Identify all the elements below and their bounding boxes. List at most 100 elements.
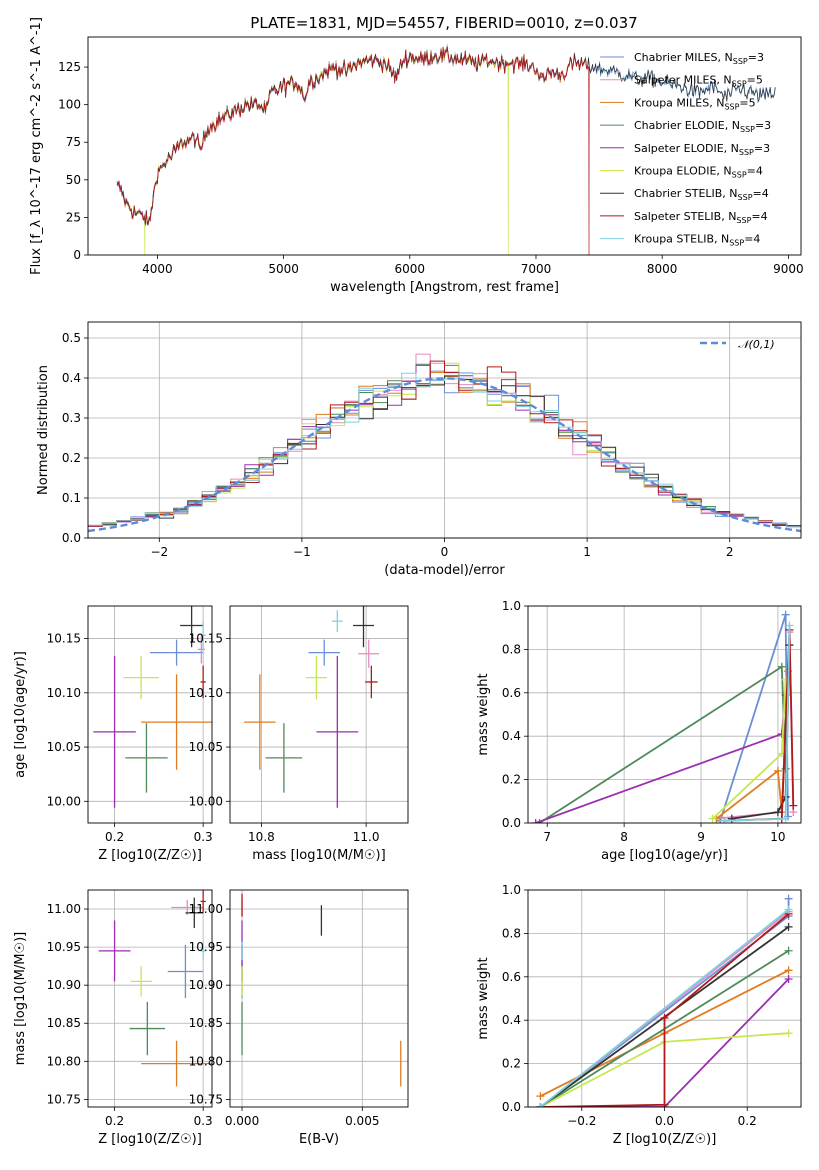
error-bar-point <box>316 655 359 808</box>
axes-frame: 0.000 0.005 10.75 10.80 10.85 10.90 10.95 11.00… <box>189 889 409 1147</box>
y-tick-label: 10.80 <box>189 1054 223 1068</box>
spectrum-line <box>116 46 587 225</box>
x-axis-label: Z [log10(Z/Z☉)] <box>98 848 202 863</box>
axes-frame: 7 8 9 10 0.0 0.2 0.4 0.6 0.8 1.0 age [log10(age/yr… <box>476 599 802 863</box>
y-tick-label: 75 <box>66 135 81 149</box>
plot-area <box>88 353 801 533</box>
error-bar-point <box>308 639 340 666</box>
y-tick-label: 10.80 <box>47 1054 81 1068</box>
y-tick-label: 10.05 <box>189 740 223 754</box>
x-axis-label: mass [log10(M/M☉)] <box>252 848 385 863</box>
x-tick-label: 9000 <box>773 262 804 276</box>
y-tick-label: 10.90 <box>189 978 223 992</box>
y-tick-label: 0.8 <box>502 642 521 656</box>
spectrum-axes: 4000 5000 6000 7000 8000 9000 0 25 50 75 100 125 wav… <box>29 17 804 295</box>
mass-weight-marker <box>720 816 729 823</box>
y-tick-label: 0.0 <box>502 1100 521 1114</box>
x-tick-label: 5000 <box>268 262 299 276</box>
x-axis-label: Z [log10(Z/Z☉)] <box>98 1132 202 1147</box>
x-tick-label: 0.005 <box>345 1114 379 1128</box>
legend-subscript: SSP <box>729 239 744 248</box>
y-tick-label: 0.0 <box>502 816 521 830</box>
x-axis-label: age [log10(age/yr)] <box>601 848 728 863</box>
x-tick-label: 7000 <box>521 262 552 276</box>
legend-name: Salpeter STELIB, N <box>634 210 736 223</box>
mass-weight-marker <box>784 966 793 975</box>
mass-weight-marker <box>536 1103 545 1107</box>
legend-subscript: SSP <box>739 148 754 157</box>
axes-border <box>87 36 802 256</box>
y-tick-label: 0.6 <box>502 686 521 700</box>
y-tick-label: 0.4 <box>62 371 81 385</box>
y-tick-label: 10.15 <box>189 632 223 646</box>
mass-weight-marker <box>784 946 793 955</box>
axes-border <box>229 889 409 1108</box>
error-bar-point <box>200 665 206 699</box>
y-tick-label: 1.0 <box>502 599 521 613</box>
x-tick-label: 0.2 <box>105 830 124 844</box>
x-tick-label: 0.3 <box>194 830 213 844</box>
y-tick-label: 1.0 <box>502 883 521 897</box>
y-tick-label: 0.2 <box>62 451 81 465</box>
legend-nssp: =3 <box>755 119 771 132</box>
mass-weight-marker <box>535 819 544 823</box>
y-axis-label: Normed distribution <box>36 365 51 495</box>
error-bar-point <box>141 674 212 770</box>
y-tick-label: 10.85 <box>47 1016 81 1030</box>
x-tick-label: 0.3 <box>194 1114 213 1128</box>
x-tick-label: 0 <box>441 545 449 559</box>
legend-label: Chabrier ELODIE, NSSP=3 <box>634 119 771 134</box>
axes-border <box>229 605 409 824</box>
legend-subscript: SSP <box>733 57 748 66</box>
normal-reference-line <box>88 377 801 533</box>
mass-weight-marker <box>531 819 540 823</box>
mass-weight-series <box>536 909 793 1107</box>
legend-subscript: SSP <box>732 171 747 180</box>
y-tick-label: 0.8 <box>502 926 521 940</box>
error-bar-point <box>244 674 276 770</box>
weight-vs-z-axes: −0.2 0.0 0.2 0.0 0.2 0.4 0.6 0.8 1.0 Z [log10(Z/Z… <box>476 883 802 1147</box>
error-bar-point <box>130 966 152 997</box>
y-axis-label: mass weight <box>476 957 491 1039</box>
plot-area <box>241 893 402 1087</box>
error-bar-point <box>305 655 327 700</box>
mass-weight-marker <box>784 1029 793 1038</box>
error-bar-point <box>200 621 206 650</box>
legend-label: Salpeter STELIB, NSSP=4 <box>634 210 768 225</box>
y-axis-label: age [log10(age/yr)] <box>13 651 28 778</box>
x-axis-label: (data-model)/error <box>384 563 505 578</box>
y-tick-label: 10.95 <box>189 940 223 954</box>
axes-frame: 0.2 0.3 10.00 10.05 10.10 10.15 Z [log10(Z/Z☉)… <box>13 605 213 863</box>
error-bar-point <box>129 1001 166 1056</box>
legend-name: Kroupa MILES, N <box>634 96 724 109</box>
mass-weight-line <box>535 694 787 823</box>
age-vs-mass-axes: 10.8 11.0 10.00 10.05 10.10 10.15 mass [log10(… <box>189 605 409 863</box>
y-tick-label: 10.75 <box>189 1092 223 1106</box>
y-tick-label: 0.4 <box>502 1013 521 1027</box>
x-tick-label: 6000 <box>395 262 426 276</box>
mass-weight-marker <box>781 610 790 619</box>
legend-name: Salpeter ELODIE, N <box>634 142 739 155</box>
x-tick-label: 11.0 <box>353 830 380 844</box>
y-tick-label: 0 <box>73 248 81 262</box>
y-tick-label: 0.3 <box>62 411 81 425</box>
y-tick-label: 0.6 <box>502 970 521 984</box>
axes-border <box>527 605 802 824</box>
legend-nssp: =3 <box>748 51 764 64</box>
chart-title: PLATE=1831, MJD=54557, FIBERID=0010, z=0… <box>250 14 637 32</box>
axes-border <box>87 889 213 1108</box>
x-axis-label: wavelength [Angstrom, rest frame] <box>330 280 559 295</box>
legend-subscript: SSP <box>736 216 751 225</box>
y-tick-label: 0.2 <box>502 1057 521 1071</box>
y-tick-label: 25 <box>66 210 81 224</box>
error-bar-point <box>98 920 131 982</box>
age-vs-z-axes: 0.2 0.3 10.00 10.05 10.10 10.15 Z [log10(Z/Z☉)… <box>13 605 213 863</box>
y-tick-label: 0.4 <box>502 729 521 743</box>
mass-weight-marker <box>784 905 793 914</box>
axes-frame: −0.2 0.0 0.2 0.0 0.2 0.4 0.6 0.8 1.0 Z [log10(Z/Z… <box>476 883 802 1147</box>
error-bar-point <box>167 944 204 999</box>
y-tick-label: 10.90 <box>47 978 81 992</box>
x-tick-label: 9 <box>697 830 705 844</box>
error-bar-point <box>358 639 380 668</box>
